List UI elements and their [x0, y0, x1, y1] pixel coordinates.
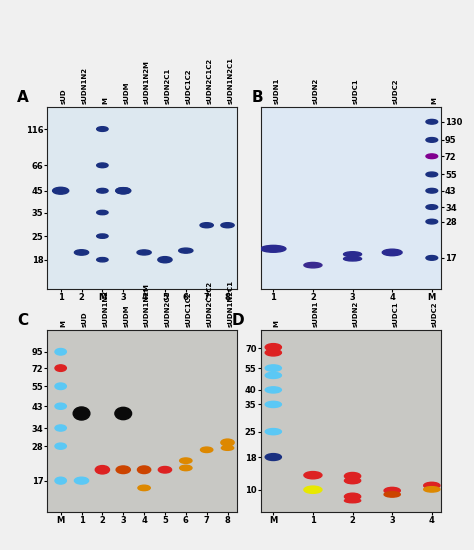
Ellipse shape	[265, 349, 282, 356]
Ellipse shape	[265, 402, 282, 408]
Ellipse shape	[55, 477, 66, 484]
Ellipse shape	[265, 344, 282, 351]
Ellipse shape	[426, 256, 438, 260]
Ellipse shape	[55, 349, 66, 355]
Ellipse shape	[345, 472, 361, 480]
Ellipse shape	[97, 257, 108, 262]
Ellipse shape	[201, 447, 213, 453]
Ellipse shape	[304, 486, 322, 493]
Ellipse shape	[265, 365, 282, 371]
Ellipse shape	[426, 138, 438, 142]
Ellipse shape	[55, 365, 66, 371]
Ellipse shape	[200, 223, 213, 228]
Ellipse shape	[344, 257, 362, 261]
Ellipse shape	[55, 443, 66, 449]
Ellipse shape	[116, 188, 131, 194]
Ellipse shape	[345, 498, 361, 503]
Ellipse shape	[265, 428, 282, 434]
Ellipse shape	[116, 466, 130, 474]
Text: B: B	[252, 90, 264, 106]
Ellipse shape	[97, 126, 108, 131]
Ellipse shape	[384, 492, 400, 497]
Ellipse shape	[345, 493, 361, 500]
Ellipse shape	[73, 407, 90, 420]
Ellipse shape	[344, 252, 362, 257]
Ellipse shape	[265, 387, 282, 393]
Text: D: D	[232, 313, 245, 328]
Ellipse shape	[221, 446, 234, 450]
Ellipse shape	[97, 234, 108, 238]
Ellipse shape	[158, 257, 172, 263]
Ellipse shape	[95, 466, 109, 474]
Ellipse shape	[55, 425, 66, 431]
Ellipse shape	[384, 487, 400, 494]
Ellipse shape	[180, 465, 192, 471]
Ellipse shape	[424, 487, 440, 492]
Ellipse shape	[137, 466, 151, 474]
Ellipse shape	[426, 205, 438, 210]
Ellipse shape	[55, 383, 66, 389]
Ellipse shape	[426, 119, 438, 124]
Ellipse shape	[424, 482, 440, 489]
Ellipse shape	[304, 471, 322, 479]
Ellipse shape	[426, 219, 438, 224]
Ellipse shape	[115, 408, 132, 420]
Ellipse shape	[53, 188, 69, 194]
Text: A: A	[17, 90, 29, 106]
Ellipse shape	[74, 477, 89, 484]
Ellipse shape	[426, 154, 438, 158]
Ellipse shape	[97, 189, 108, 193]
Ellipse shape	[97, 163, 108, 168]
Ellipse shape	[265, 372, 282, 378]
Ellipse shape	[116, 188, 131, 194]
Ellipse shape	[137, 250, 151, 255]
Ellipse shape	[138, 485, 150, 491]
Ellipse shape	[382, 249, 402, 256]
Ellipse shape	[426, 172, 438, 177]
Ellipse shape	[426, 189, 438, 193]
Ellipse shape	[158, 466, 172, 473]
Ellipse shape	[179, 248, 193, 253]
Ellipse shape	[74, 250, 89, 255]
Ellipse shape	[221, 439, 234, 446]
Ellipse shape	[97, 210, 108, 214]
Ellipse shape	[261, 245, 286, 252]
Ellipse shape	[55, 403, 66, 409]
Ellipse shape	[180, 458, 192, 464]
Ellipse shape	[265, 454, 282, 460]
Text: C: C	[17, 313, 28, 328]
Ellipse shape	[345, 477, 361, 484]
Ellipse shape	[221, 223, 234, 228]
Ellipse shape	[304, 262, 322, 268]
